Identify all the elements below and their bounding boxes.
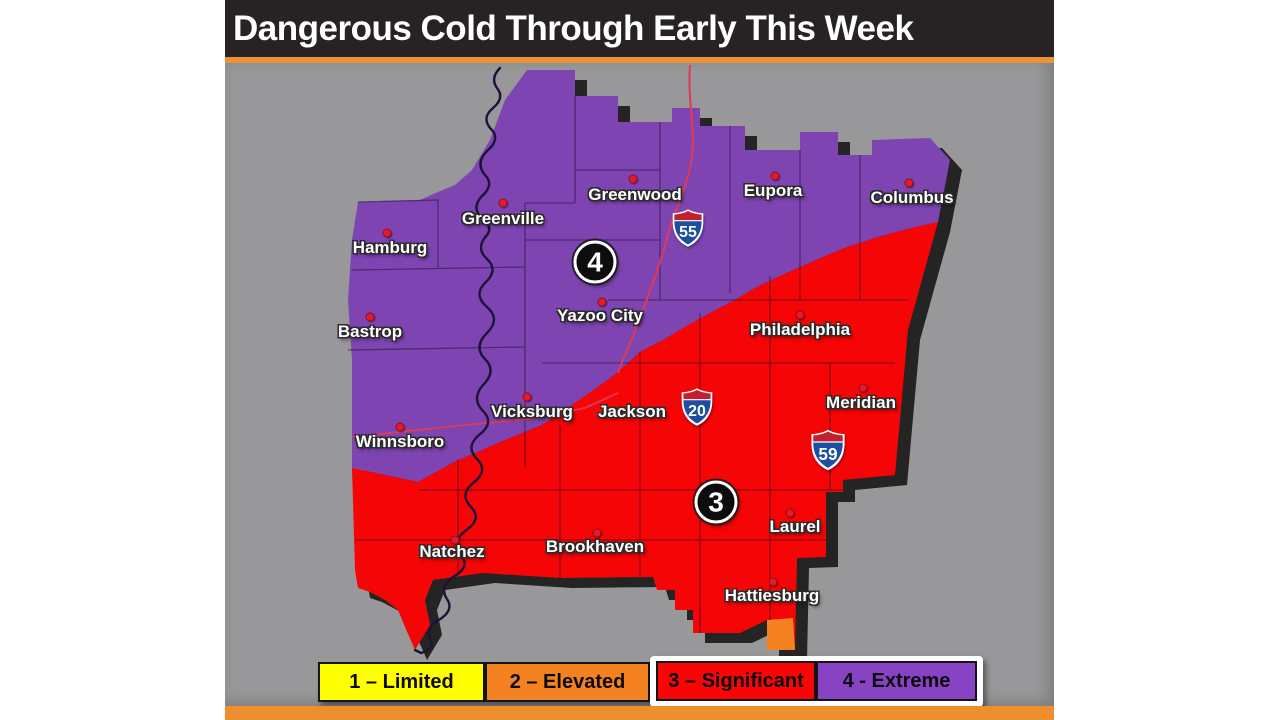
legend-highlight-group: 3 – Significant 4 - Extreme	[650, 656, 983, 707]
city-label-brookhaven: Brookhaven	[545, 537, 645, 556]
legend-label-extreme: 4 - Extreme	[842, 669, 951, 692]
legend-label-significant: 3 – Significant	[668, 669, 804, 692]
city-dot-yazoo-city	[597, 297, 607, 307]
city-dot-vicksburg	[522, 392, 532, 402]
city-dot-columbus	[904, 178, 914, 188]
zone-marker-4-number: 4	[587, 246, 603, 277]
city-dot-eupora	[770, 171, 780, 181]
city-label-greenville: Greenville	[461, 209, 545, 228]
city-label-philadelphia: Philadelphia	[749, 320, 851, 339]
interstate-55-line	[617, 64, 694, 374]
significant-region	[352, 222, 938, 650]
city-label-jackson: Jackson	[597, 402, 667, 421]
cold-risk-graphic: Dangerous Cold Through Early This Week H…	[225, 0, 1054, 720]
bottom-orange-bar	[225, 706, 1054, 720]
city-dot-greenwood	[628, 174, 638, 184]
city-label-meridian: Meridian	[826, 393, 896, 412]
highway-line-west	[351, 392, 619, 438]
city-dot-laurel	[785, 508, 795, 518]
svg-text:20: 20	[688, 403, 706, 420]
city-label-eupora: Eupora	[743, 181, 803, 200]
page-title: Dangerous Cold Through Early This Week	[233, 9, 914, 48]
risk-map	[347, 64, 962, 660]
city-label-hamburg: Hamburg	[352, 238, 428, 257]
legend-label-elevated: 2 – Elevated	[509, 670, 626, 693]
header-bar: Dangerous Cold Through Early This Week	[225, 0, 1054, 57]
city-label-winnsboro: Winnsboro	[355, 432, 445, 451]
mississippi-river	[413, 66, 502, 655]
city-label-bastrop: Bastrop	[337, 322, 403, 341]
legend-item-extreme: 4 - Extreme	[816, 661, 977, 701]
elevated-region	[767, 618, 795, 650]
city-label-natchez: Natchez	[419, 542, 485, 561]
city-dot-hamburg	[382, 228, 392, 238]
city-dot-natchez	[450, 535, 460, 545]
city-dot-hattiesburg	[768, 577, 778, 587]
map-overlay: Hamburg Bastrop Winnsboro Greenville Greenwo…	[225, 63, 1055, 706]
city-dot-winnsboro	[395, 422, 405, 432]
legend-item-elevated: 2 – Elevated	[485, 662, 650, 702]
orange-divider	[225, 57, 1054, 63]
county-lines	[347, 96, 908, 633]
legend-item-significant: 3 – Significant	[656, 661, 816, 701]
city-dot-philadelphia	[795, 310, 805, 320]
interstate-59-shield-icon: 59	[811, 429, 845, 471]
city-dot-greenville	[498, 198, 508, 208]
city-dot-meridian	[858, 383, 868, 393]
city-label-vicksburg: Vicksburg	[491, 402, 573, 421]
zone-marker-3-number: 3	[708, 486, 724, 517]
city-dot-brookhaven	[592, 528, 602, 538]
city-label-greenwood: Greenwood	[588, 185, 682, 204]
city-dot-bastrop	[365, 312, 375, 322]
legend-label-limited: 1 – Limited	[349, 670, 454, 693]
svg-text:59: 59	[818, 444, 837, 464]
zone-marker-3: 3	[694, 480, 738, 524]
city-label-laurel: Laurel	[769, 517, 821, 536]
legend-item-limited: 1 – Limited	[318, 662, 485, 702]
interstate-55-shield-icon: 55	[672, 209, 704, 247]
city-label-columbus: Columbus	[870, 188, 954, 207]
city-label-hattiesburg: Hattiesburg	[724, 586, 820, 605]
svg-text:55: 55	[679, 224, 697, 241]
zone-marker-4: 4	[573, 240, 617, 284]
interstate-20-shield-icon: 20	[681, 388, 713, 426]
city-label-yazoo-city: Yazoo City	[557, 306, 643, 325]
